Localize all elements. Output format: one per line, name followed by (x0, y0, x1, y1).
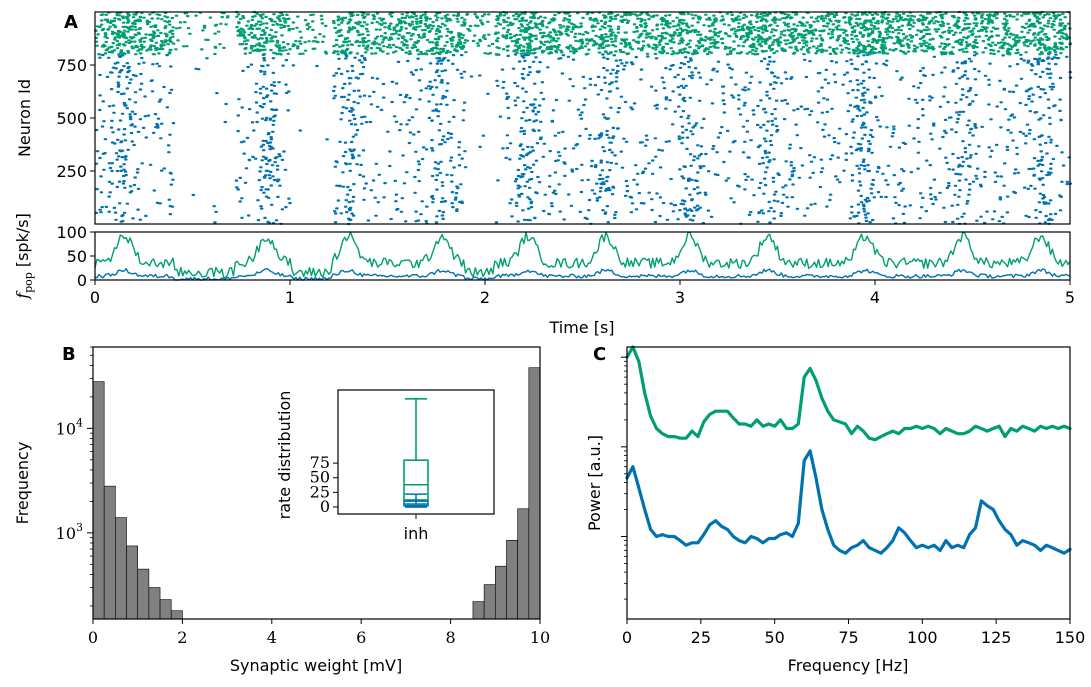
panel-label-b: B (62, 344, 76, 365)
rate-y-ticks: 0 50 100 (56, 223, 95, 290)
histogram-bar (159, 599, 172, 620)
histogram-bar (528, 367, 541, 620)
histogram-y-tick-base: 10 (56, 419, 76, 438)
raster-panel: 250 500 750 A Neuron Id (15, 10, 1073, 226)
histogram-x-ticks: 0 2 4 6 8 10 (88, 619, 550, 647)
inset-y-tick-label: 75 (310, 453, 330, 472)
raster-y-tick-label: 750 (56, 56, 87, 75)
histogram-bar (483, 584, 496, 620)
rate-y-tick-label: 50 (67, 247, 87, 266)
power-spectrum-lines (625, 345, 1072, 555)
inset-y-label: rate distribution (275, 391, 294, 520)
histogram-bar (506, 539, 518, 620)
power-spectrum-x-label: Frequency [Hz] (788, 656, 909, 675)
power-spectrum-panel: 0 25 50 75 100 125 150 C Power [a.u.] Frequenc… (585, 344, 1085, 675)
exc-box (403, 493, 429, 508)
inset-y-tick-label: 50 (310, 468, 330, 487)
histogram-y-tick-label: 103 (56, 521, 83, 543)
inh-power-line (625, 345, 1072, 442)
panel-label-c: C (593, 344, 606, 365)
histogram-bar (517, 508, 530, 620)
raster-dots (93, 10, 1073, 226)
histogram-y-tick-label: 104 (56, 416, 83, 438)
inset-x-tick-label: inh (404, 524, 429, 543)
histogram-y-label: Frequency (13, 442, 32, 525)
inset-boxes (403, 397, 429, 508)
power-spectrum-x-tick-label: 150 (1055, 628, 1086, 647)
inset-y-tick-label: 0 (320, 497, 330, 516)
power-spectrum-x-ticks: 0 25 50 75 100 125 150 (622, 619, 1085, 647)
power-spectrum-y-label: Power [a.u.] (585, 435, 604, 531)
histogram-y-tick-base: 10 (56, 524, 76, 543)
rate-x-tick-label: 5 (1065, 288, 1075, 307)
power-spectrum-y-ticks (621, 356, 627, 600)
exc-rate-line (94, 267, 1071, 281)
rate-y-label-unit: [spk/s] (13, 213, 32, 267)
rate-frame (94, 231, 1071, 281)
histogram-x-label: Synaptic weight [mV] (230, 656, 402, 675)
histogram-x-tick-label: 2 (177, 628, 187, 647)
inh-spikes (93, 10, 1073, 56)
histogram-y-tick-exp: 4 (76, 416, 83, 429)
histogram-bar (103, 485, 116, 620)
power-spectrum-x-tick-label: 50 (764, 628, 784, 647)
histogram-x-tick-label: 10 (530, 628, 550, 647)
rate-y-label-sub: pop (22, 272, 35, 293)
histogram-bar (92, 381, 105, 620)
power-spectrum-x-tick-label: 25 (691, 628, 711, 647)
rate-panel: 0 50 100 0 1 2 3 4 5 fpop [spk/s] Time [s] (13, 213, 1075, 337)
inh-rate-line (94, 231, 1071, 278)
histogram-x-tick-label: 0 (88, 628, 98, 647)
raster-y-tick-label: 250 (56, 162, 87, 181)
rate-x-tick-label: 1 (285, 288, 295, 307)
power-spectrum-frame (626, 346, 1071, 620)
power-spectrum-x-tick-label: 75 (838, 628, 858, 647)
rate-x-tick-label: 4 (870, 288, 880, 307)
rate-lines (94, 231, 1071, 281)
rate-x-tick-label: 0 (90, 288, 100, 307)
histogram-bar (137, 568, 150, 620)
histogram-y-tick-exp: 3 (76, 521, 83, 534)
histogram-x-tick-label: 4 (267, 628, 277, 647)
power-spectrum-x-tick-label: 100 (907, 628, 938, 647)
exc-spikes (94, 53, 1073, 226)
rate-x-tick-label: 3 (675, 288, 685, 307)
rate-x-label: Time [s] (548, 318, 614, 337)
exc-power-line (625, 449, 1072, 555)
rate-y-tick-label: 100 (56, 223, 87, 242)
rate-y-label-main: f (13, 290, 32, 300)
power-spectrum-x-tick-label: 0 (622, 628, 632, 647)
rate-y-label: fpop [spk/s] (13, 213, 35, 300)
histogram-bar (494, 565, 507, 620)
rate-x-ticks: 0 1 2 3 4 5 (90, 280, 1075, 307)
power-spectrum-x-tick-label: 125 (981, 628, 1012, 647)
raster-y-ticks: 250 500 750 (56, 56, 95, 181)
inset-y-tick-label: 25 (310, 482, 330, 501)
rate-y-tick-label: 0 (77, 271, 87, 290)
histogram-x-tick-label: 6 (356, 628, 366, 647)
raster-y-tick-label: 500 (56, 109, 87, 128)
histogram-bar (148, 587, 161, 620)
histogram-bar (472, 601, 485, 620)
histogram-bar (170, 610, 183, 620)
histogram-bar (126, 545, 139, 620)
histogram-x-tick-label: 8 (446, 628, 456, 647)
panel-label-a: A (64, 12, 78, 33)
rate-x-tick-label: 2 (480, 288, 490, 307)
histogram-bar (115, 517, 127, 620)
histogram-bars (92, 367, 541, 620)
raster-y-label: Neuron Id (15, 79, 34, 157)
